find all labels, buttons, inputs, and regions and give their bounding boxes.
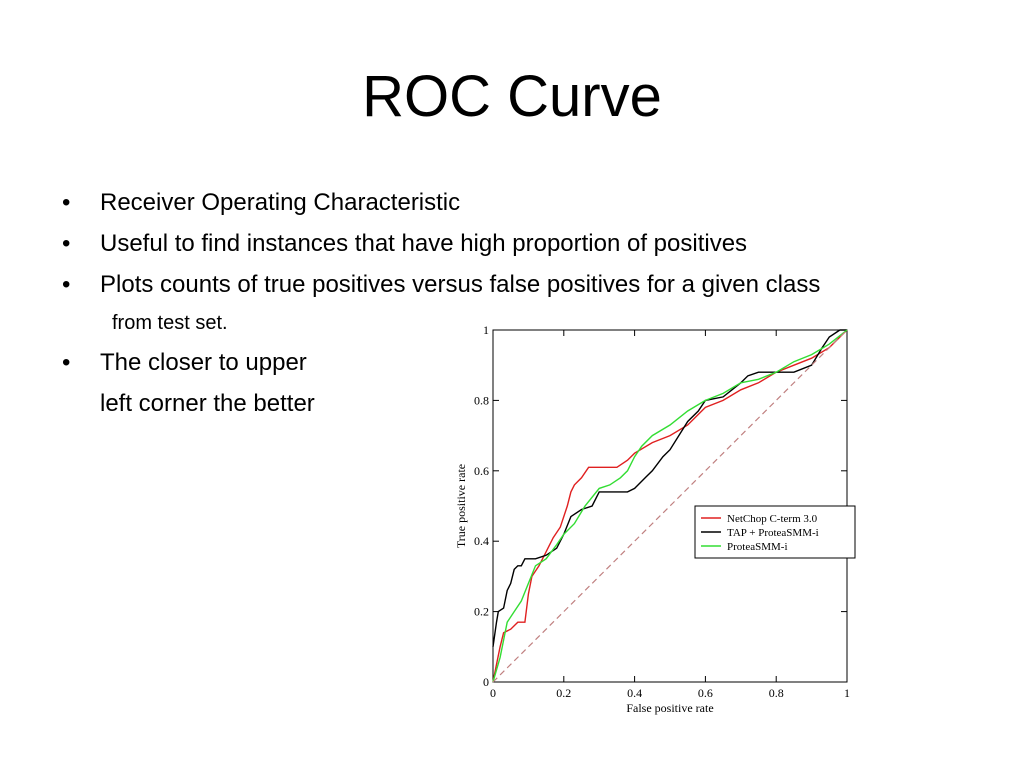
x-tick-label: 0.4	[627, 686, 642, 700]
y-tick-label: 0.8	[474, 393, 489, 407]
bullet-text: Receiver Operating Characteristic	[100, 189, 461, 216]
bullet-text: Useful to find instances that have high …	[100, 230, 748, 257]
legend-label: NetChop C-term 3.0	[727, 513, 818, 525]
bullet-text: Plots counts of true positives versus fa…	[100, 271, 821, 298]
bullet-text: The closer to upper	[100, 349, 307, 376]
bullet-marker: •	[62, 271, 71, 298]
series-line-0	[492, 329, 848, 683]
y-tick-label: 0.2	[474, 605, 489, 619]
bullet-marker: •	[62, 349, 71, 376]
x-tick-label: 0.8	[769, 686, 784, 700]
y-tick-label: 0	[483, 675, 489, 689]
series-line-2	[492, 329, 848, 683]
bullet-continuation: from test set.	[112, 312, 228, 334]
x-tick-label: 0	[490, 686, 496, 700]
bullet-marker: •	[62, 230, 71, 257]
y-tick-label: 1	[483, 323, 489, 337]
y-axis-label: True positive rate	[454, 464, 468, 548]
diagonal-reference-line	[492, 329, 848, 683]
x-tick-label: 0.6	[698, 686, 713, 700]
legend-label: TAP + ProteaSMM-i	[727, 527, 819, 539]
x-axis-label: False positive rate	[626, 701, 713, 715]
series-line-1	[492, 329, 847, 647]
roc-chart: 0 0.2 0.4 0.6 0.8 1 0 0.2 0.4 0.6 0.8 1 False positi…	[454, 323, 856, 715]
slide-title: ROC Curve	[362, 64, 662, 129]
y-tick-label: 0.4	[474, 534, 489, 548]
x-tick-label: 0.2	[556, 686, 571, 700]
legend-label: ProteaSMM-i	[727, 541, 788, 553]
x-tick-label: 1	[844, 686, 850, 700]
bullet-continuation: left corner the better	[100, 390, 315, 417]
bullet-marker: •	[62, 189, 71, 216]
y-tick-label: 0.6	[474, 464, 489, 478]
legend-box	[694, 505, 856, 559]
